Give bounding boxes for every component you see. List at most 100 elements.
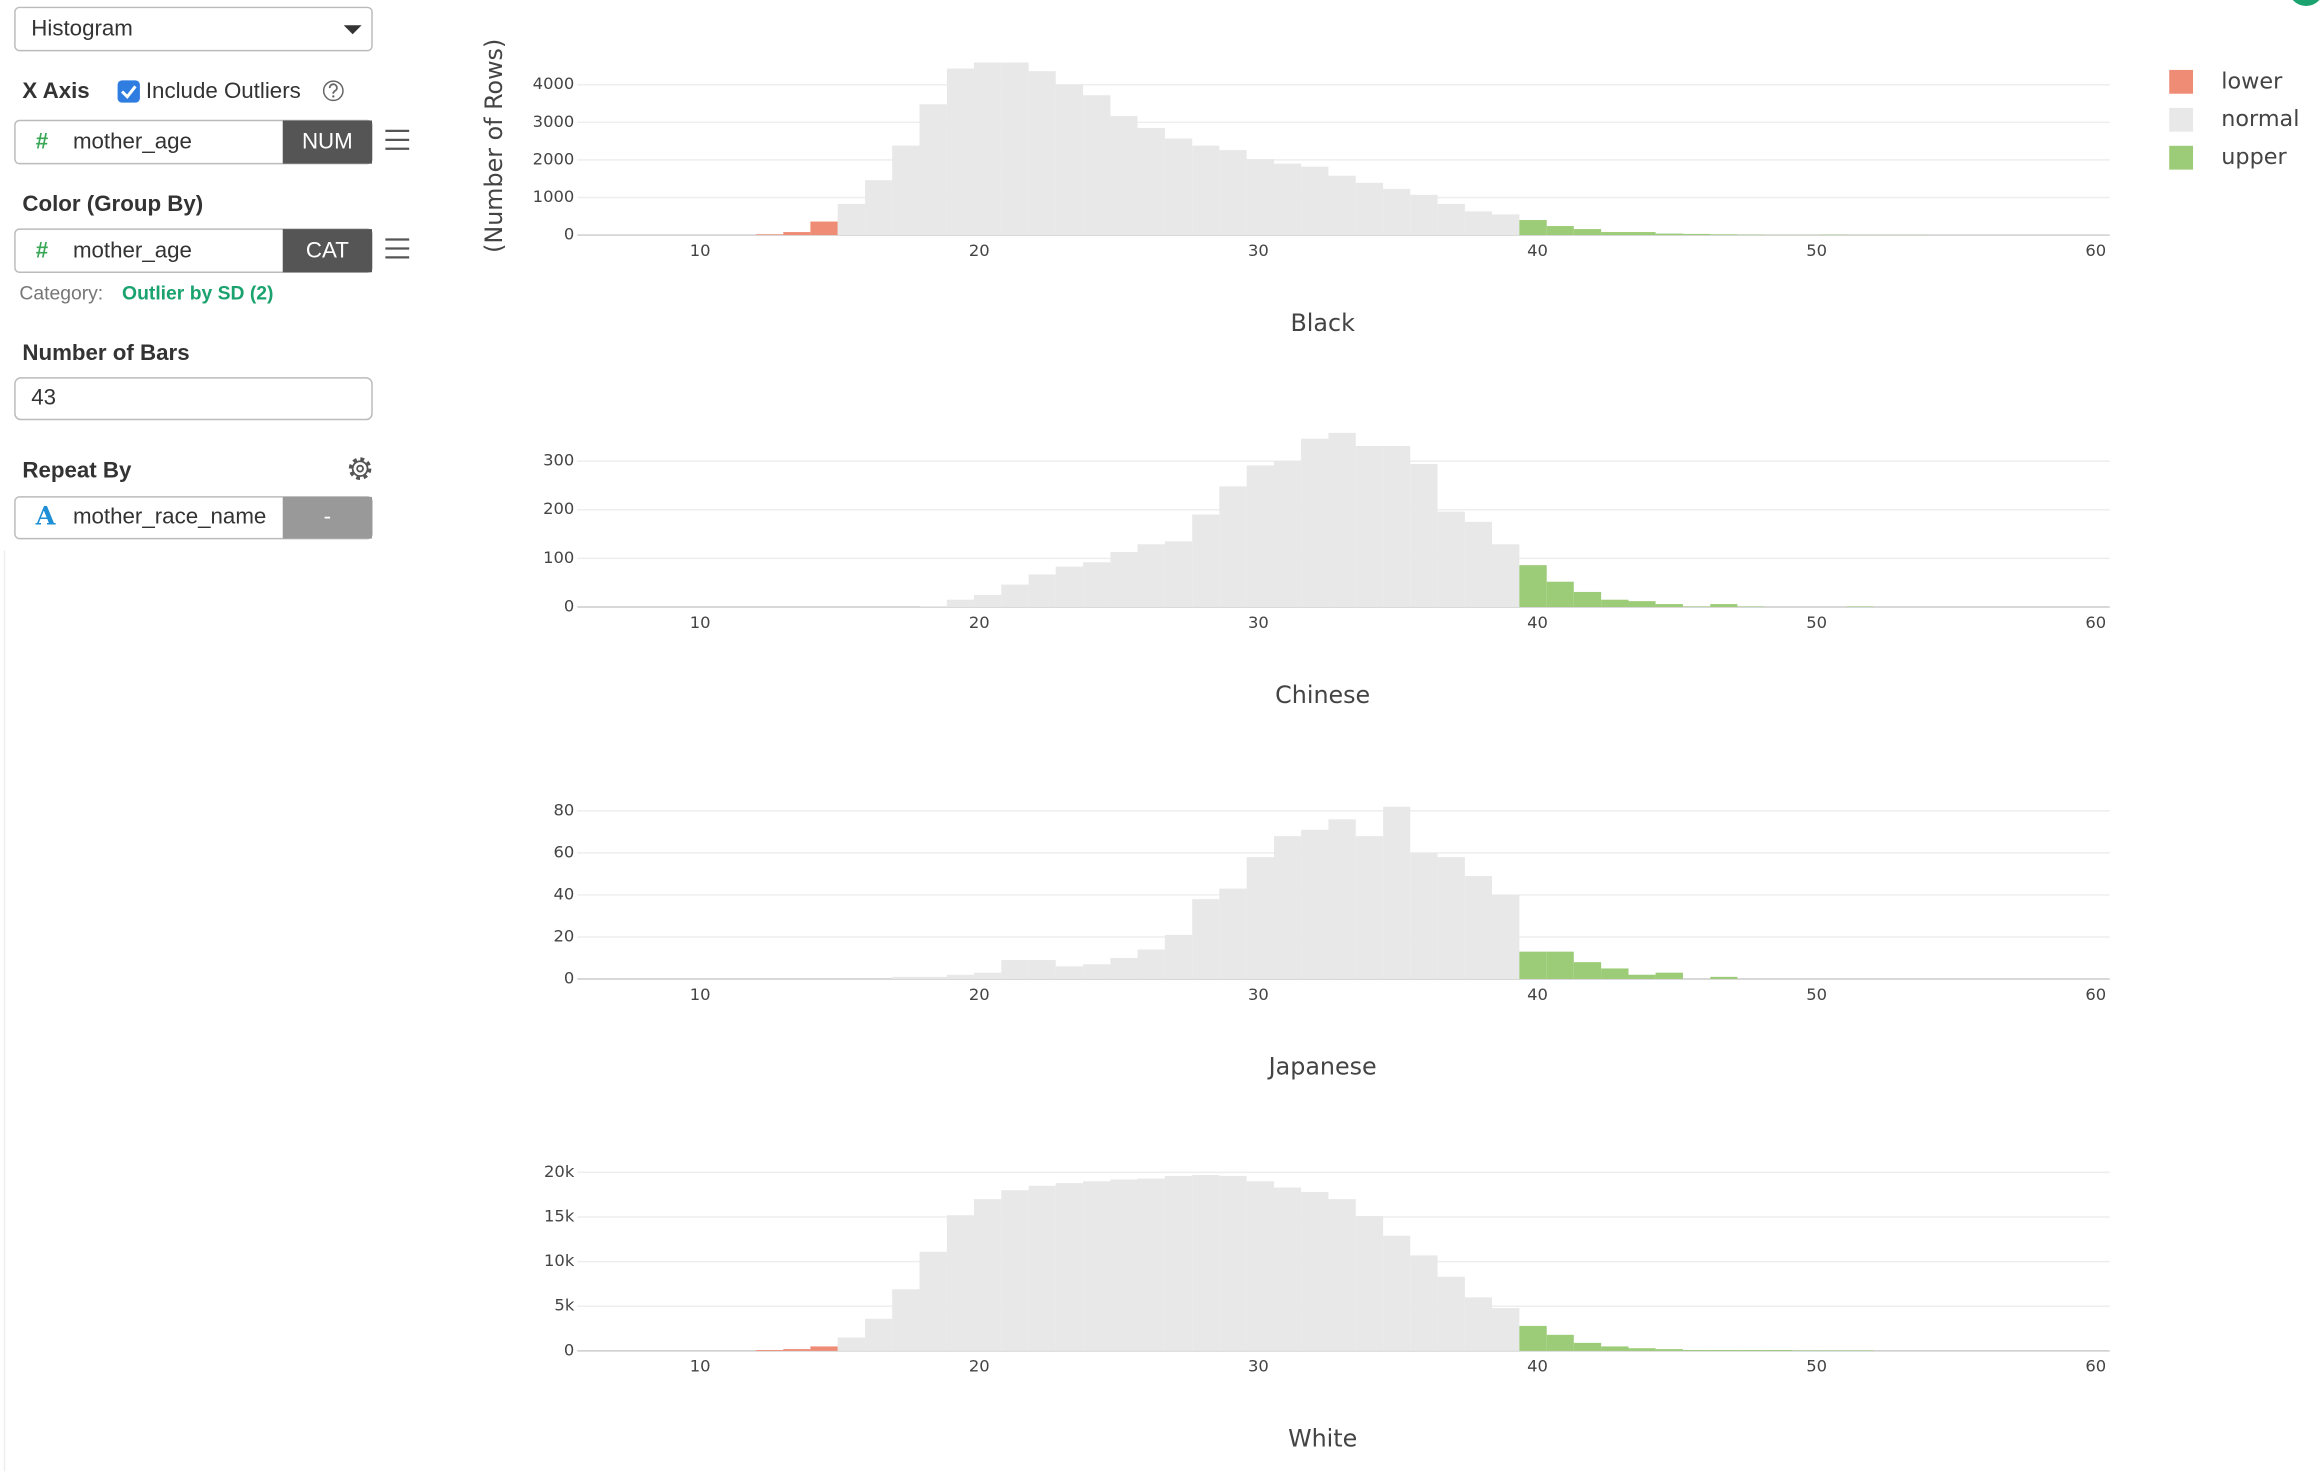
x-tick-label: 60 — [2085, 985, 2106, 1004]
histogram-bar — [1682, 233, 1711, 236]
histogram-bar — [810, 1346, 838, 1351]
histogram-bar — [1164, 541, 1193, 608]
histogram-bar — [1137, 1178, 1165, 1351]
histogram-bar — [1355, 445, 1384, 608]
help-dot — [332, 95, 335, 98]
x-tick-label: 40 — [1527, 985, 1548, 1004]
histogram-bar — [1764, 1350, 1793, 1351]
chart-title: White — [1288, 1425, 1357, 1453]
histogram-bar — [1464, 1297, 1493, 1351]
y-tick-label: 20k — [544, 1162, 575, 1181]
histogram-bar — [865, 1318, 893, 1351]
histogram-bar — [1219, 888, 1247, 979]
x-tick-label: 10 — [690, 241, 711, 260]
x-tick-label: 30 — [1248, 241, 1269, 260]
histogram-bar — [1219, 1175, 1247, 1351]
histogram-bar — [1601, 1346, 1629, 1351]
y-tick-label: 0 — [564, 968, 574, 987]
x-tick-label: 20 — [969, 241, 990, 260]
histogram-bar — [1710, 604, 1738, 608]
histogram-bar — [837, 203, 866, 236]
histogram-bar — [1246, 1181, 1275, 1351]
histogram-bar — [1083, 1181, 1111, 1351]
histogram-bar — [1410, 852, 1438, 979]
x-axis-label: X Axis — [22, 78, 89, 103]
histogram-bar — [919, 1251, 947, 1351]
histogram-bar — [1383, 188, 1411, 236]
histogram-bar — [1464, 521, 1493, 608]
histogram-bar — [1137, 949, 1165, 979]
histogram-bar — [1274, 1187, 1302, 1351]
y-tick-label: 300 — [543, 451, 574, 470]
x-tick-label: 50 — [1806, 985, 1827, 1004]
histogram-bar — [1274, 163, 1302, 236]
histogram-bar — [1546, 226, 1574, 236]
histogram-bar — [1710, 1350, 1738, 1351]
histogram-bar — [1355, 182, 1384, 236]
histogram-bar — [919, 976, 947, 979]
category-value[interactable]: Outlier by SD (2) — [122, 283, 273, 305]
bars-input[interactable] — [14, 377, 373, 421]
histogram-bar — [1219, 150, 1247, 236]
y-tick-label: 0 — [564, 225, 574, 244]
histogram-bar — [1055, 966, 1084, 979]
x-type-box[interactable] — [282, 120, 372, 164]
histogram-bar — [1573, 1342, 1602, 1351]
x-type: NUM — [302, 129, 353, 154]
y-tick-label: 0 — [564, 1340, 574, 1359]
gear-hub — [356, 464, 364, 473]
histogram-bar — [1383, 1235, 1411, 1351]
x-tick-label: 10 — [690, 613, 711, 632]
histogram-bar — [1464, 876, 1493, 979]
chart-type-dropdown[interactable] — [14, 6, 373, 52]
x-tick-label: 60 — [2085, 241, 2106, 260]
gear-icon[interactable] — [348, 457, 372, 480]
bars-value: 43 — [31, 385, 56, 410]
histogram-bar — [1328, 1199, 1356, 1351]
y-tick-label: 80 — [554, 800, 575, 819]
dropdown-caret — [343, 25, 362, 35]
histogram-bar — [1628, 232, 1656, 236]
help-icon[interactable] — [322, 80, 344, 102]
histogram-bar — [1519, 951, 1547, 979]
histogram-bar — [1437, 511, 1465, 608]
histogram-bar — [1110, 552, 1138, 608]
x-tick-label: 60 — [2085, 613, 2106, 632]
histogram-bar — [1110, 957, 1138, 979]
y-tick-label: 2000 — [533, 149, 575, 168]
histogram-bar — [1573, 229, 1602, 236]
legend-swatch — [2169, 69, 2194, 94]
histogram-bar — [1601, 232, 1629, 236]
x-tick-label: 50 — [1806, 1357, 1827, 1376]
repeat-label: Repeat By — [22, 458, 132, 483]
histogram-bar — [1192, 514, 1220, 608]
histogram-bar — [1192, 1175, 1220, 1351]
histogram-chart: 0 5k 10k 15k 20k 10 20 30 40 50 60 White — [544, 1162, 2110, 1453]
histogram-bar — [1110, 1179, 1138, 1351]
histogram-bar — [1573, 962, 1602, 979]
histogram-bar — [1083, 562, 1111, 608]
histogram-bar — [1001, 960, 1029, 979]
gear-rim — [351, 460, 369, 477]
x-tick-label: 30 — [1248, 613, 1269, 632]
histogram-bar — [973, 1199, 1002, 1351]
legend-swatch — [2169, 107, 2194, 132]
repeat-column-icon: A — [35, 501, 56, 531]
outliers-checkbox[interactable] — [117, 80, 140, 103]
histogram-bar — [892, 976, 920, 979]
color-menu-icon[interactable] — [385, 238, 410, 259]
histogram-bar — [755, 1350, 784, 1351]
histogram-bar — [1573, 591, 1602, 608]
repeat-type-box[interactable] — [282, 496, 372, 539]
histogram-bar — [1628, 601, 1656, 608]
x-tick-label: 20 — [969, 1357, 990, 1376]
histogram-bar — [1655, 1349, 1683, 1351]
color-column: mother_age — [73, 237, 192, 262]
y-tick-label: 10k — [544, 1251, 575, 1270]
x-tick-label: 50 — [1806, 613, 1827, 632]
color-type-box[interactable] — [282, 229, 372, 273]
histogram-bar — [1464, 211, 1493, 236]
x-menu-icon[interactable] — [385, 129, 410, 150]
histogram-bar — [1028, 1185, 1056, 1351]
histogram-bar — [1546, 1334, 1574, 1351]
